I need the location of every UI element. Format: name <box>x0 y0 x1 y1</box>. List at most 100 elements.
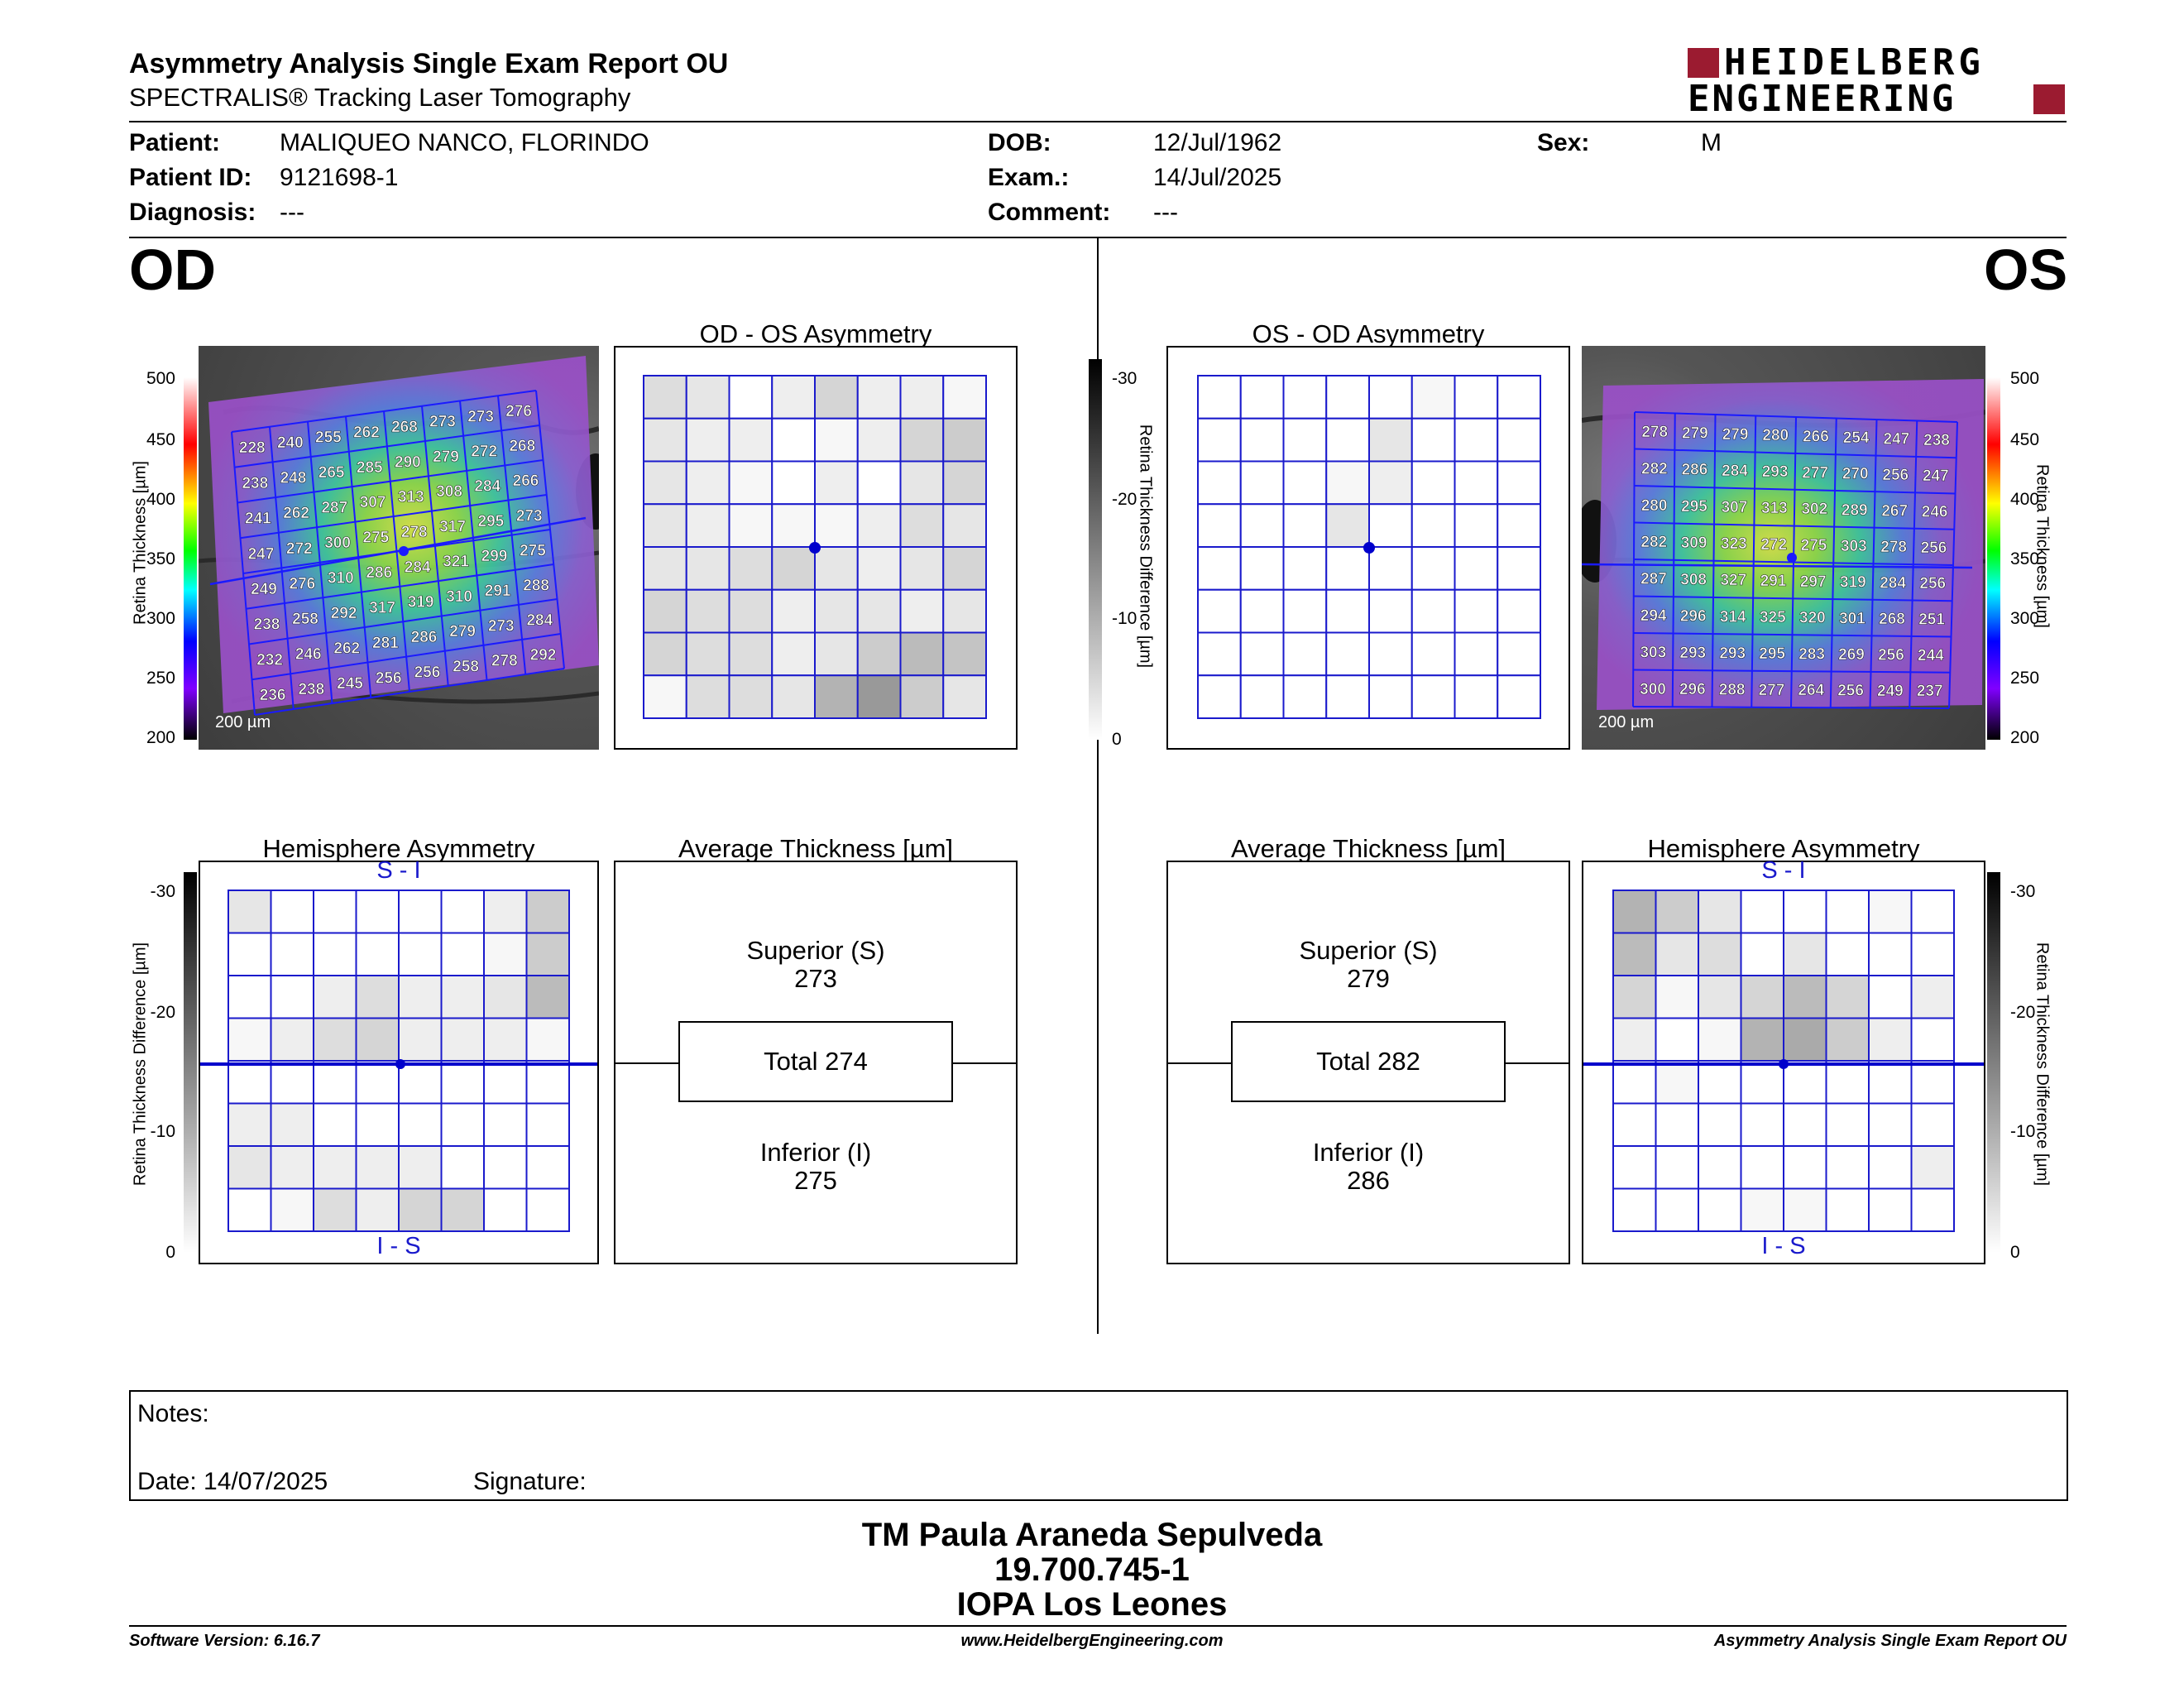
os-asym-cell <box>1368 460 1413 506</box>
od-thickness-value: 292 <box>331 605 357 622</box>
od-asym-svg <box>643 375 987 719</box>
notes-date: Date: 14/07/2025 <box>137 1468 328 1495</box>
patient-id-value: 9121698-1 <box>280 164 399 191</box>
od-asym-cell <box>942 503 987 548</box>
od-grid-line <box>248 598 558 645</box>
od-thickness-value: 279 <box>433 448 459 466</box>
od-grid-line <box>251 633 561 681</box>
od-inferior-value: 275 <box>794 1166 837 1195</box>
os-thickness-value: 293 <box>1679 645 1706 662</box>
od-thickness-value: 308 <box>436 483 462 501</box>
os-asym-cell <box>1325 631 1370 677</box>
od-hemi-top-label: S - I <box>376 857 421 884</box>
os-hemi-cell <box>1825 1145 1870 1190</box>
od-thickness-value: 262 <box>283 505 309 522</box>
os-asym-cell <box>1282 460 1328 506</box>
od-thickness-value: 275 <box>520 542 546 559</box>
os-asym-cell <box>1197 631 1242 677</box>
od-asym-cell <box>856 503 902 548</box>
os-asym-cell <box>1497 546 1541 591</box>
os-thickness-value: 284 <box>1880 574 1906 592</box>
os-asym-cell <box>1197 417 1242 463</box>
od-asym-cell <box>685 546 730 591</box>
os-hemi-cell <box>1783 975 1827 1019</box>
os-asym-cell <box>1368 503 1413 548</box>
os-asym-cell <box>1454 588 1499 634</box>
os-thickness-value: 237 <box>1917 683 1943 700</box>
od-asym-cell <box>643 417 687 463</box>
os-thickness-ticks: 500 450 400 350 300 250 200 <box>2010 369 2040 747</box>
notes-signature-label: Signature: <box>473 1468 587 1495</box>
eye-divider <box>1097 238 1099 1334</box>
os-asym-cell <box>1239 460 1285 506</box>
os-hemi-cell <box>1698 1102 1742 1147</box>
os-hemi-cell <box>1612 1017 1657 1062</box>
os-thickness-value: 303 <box>1841 538 1867 555</box>
os-hemi-cell <box>1740 890 1784 934</box>
od-asym-cell <box>856 375 902 420</box>
report-subtitle: SPECTRALIS® Tracking Laser Tomography <box>129 83 631 112</box>
os-total-label: Total 282 <box>1316 1047 1420 1076</box>
od-asym-cell <box>899 674 945 719</box>
os-thickness-value: 303 <box>1640 644 1666 661</box>
od-hemi-cell <box>483 1145 528 1190</box>
od-thickness-value: 272 <box>286 540 313 558</box>
os-thickness-value: 320 <box>1799 610 1826 627</box>
od-hemi-scale-label: Retina Thickness Difference [µm] <box>131 942 150 1187</box>
os-thickness-value: 280 <box>1641 497 1668 515</box>
os-thickness-value: 294 <box>1640 607 1667 625</box>
os-fundus-svg: 278 279 279 280 266 254 247 238 282 286 284 293 277 2… <box>1582 379 1985 710</box>
os-hemi-center-marker <box>1779 1059 1789 1069</box>
operator-institution: IOPA Los Leones <box>956 1586 1228 1623</box>
od-asym-cell <box>856 674 902 719</box>
os-grid-line <box>1633 669 1951 674</box>
od-asym-title: OD - OS Asymmetry <box>699 319 932 348</box>
logo-square-top <box>1688 48 1719 78</box>
os-thickness-value: 280 <box>1762 427 1789 444</box>
os-asym-cell <box>1239 417 1285 463</box>
footer-url[interactable]: www.HeidelbergEngineering.com <box>960 1632 1224 1650</box>
os-thickness-value: 275 <box>1801 537 1827 554</box>
os-asym-cell <box>1282 674 1328 719</box>
os-thickness-value: 308 <box>1680 571 1707 588</box>
od-thickness-value: 310 <box>446 588 472 606</box>
od-hemi-cell <box>355 975 400 1019</box>
od-hemi-cell <box>355 1102 400 1147</box>
od-asym-cell <box>728 674 774 719</box>
os-asym-cell <box>1325 546 1370 591</box>
od-asym-cell <box>899 546 945 591</box>
os-thickness-value: 247 <box>1883 430 1909 448</box>
od-asym-cell <box>899 631 945 677</box>
os-hemi-cell <box>1825 890 1870 934</box>
notes-box[interactable]: Notes: Date: 14/07/2025 Signature: <box>129 1390 2068 1501</box>
od-asym-cell <box>814 588 859 634</box>
od-thickness-value: 256 <box>414 664 441 681</box>
os-hemi-cell <box>1868 1187 1913 1232</box>
od-hemi-cell <box>398 975 443 1019</box>
od-hemi-cell <box>483 975 528 1019</box>
od-thickness-value: 246 <box>295 646 322 664</box>
os-hemi-cell <box>1868 1145 1913 1190</box>
os-thickness-value: 272 <box>1760 536 1787 554</box>
os-hemi-title: Hemisphere Asymmetry <box>1647 834 1920 863</box>
os-hemi-cell <box>1783 1145 1827 1190</box>
od-hemi-title: Hemisphere Asymmetry <box>262 834 535 863</box>
exam-value: 14/Jul/2025 <box>1153 164 1282 191</box>
os-asym-cell <box>1325 503 1370 548</box>
od-hemi-cell <box>270 1102 314 1147</box>
od-asym-cell <box>685 460 730 506</box>
od-thickness-value: 275 <box>363 530 390 547</box>
od-asym-cell <box>643 375 687 420</box>
os-hemi-cell <box>1740 1060 1784 1105</box>
os-asym-svg <box>1197 375 1541 719</box>
od-asym-cell <box>728 417 774 463</box>
os-hemi-cell <box>1655 932 1699 976</box>
od-avg-title: Average Thickness [µm] <box>678 834 954 863</box>
os-hemi-cell <box>1655 1060 1699 1105</box>
os-hemi-cell <box>1655 1145 1699 1190</box>
os-asym-cell <box>1410 460 1456 506</box>
os-hemi-top-label: S - I <box>1761 857 1806 884</box>
os-hemi-cell <box>1783 1017 1827 1062</box>
os-hemi-cell <box>1655 1017 1699 1062</box>
os-asym-cell <box>1368 546 1413 591</box>
